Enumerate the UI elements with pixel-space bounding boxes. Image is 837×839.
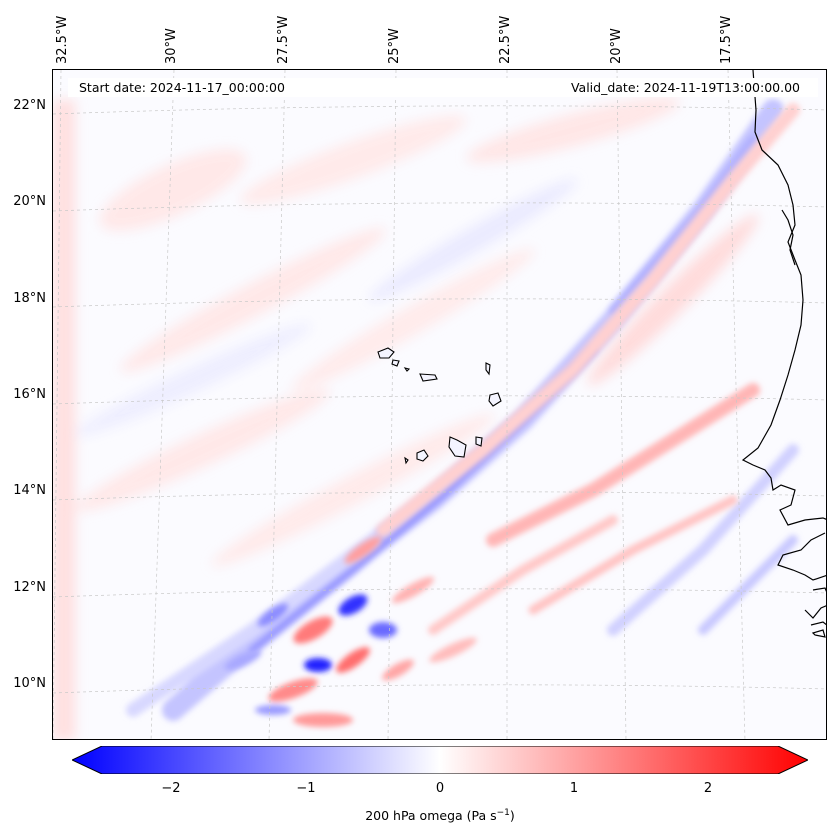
colorbar (72, 746, 808, 774)
date-header (68, 78, 818, 97)
lon-label-22-5w: 22.5°W (498, 15, 513, 64)
colorbar-label-close: ) (509, 808, 515, 824)
africa-coastline (741, 70, 826, 638)
map-panel[interactable]: Start date: 2024-11-17_00:00:00 Valid_da… (52, 69, 827, 740)
colorbar-label: 200 hPa omega (Pa s−1) (0, 808, 837, 823)
lon-label-32-5w: 32.5°W (55, 15, 70, 64)
lat-label-12n: 12°N (13, 580, 46, 595)
colorbar-label-text: 200 hPa omega (Pa s (365, 808, 497, 824)
lon-label-20w: 20°W (609, 28, 624, 64)
lat-label-18n: 18°N (13, 291, 46, 306)
lat-label-22n: 22°N (13, 98, 46, 113)
lat-label-16n: 16°N (13, 387, 46, 402)
lon-label-17-5w: 17.5°W (719, 15, 734, 64)
lon-label-27-5w: 27.5°W (276, 15, 291, 64)
lat-label-20n: 20°N (13, 194, 46, 209)
omega-field (53, 70, 826, 739)
convective-cells (224, 536, 477, 727)
start-date-label: Start date: 2024-11-17_00:00:00 (79, 80, 285, 95)
colorbar-tick-neg2: −2 (161, 781, 181, 796)
lon-label-30w: 30°W (164, 28, 179, 64)
valid-date-label: Valid_date: 2024-11-19T13:00:00.00 (570, 80, 800, 95)
colorbar-label-exponent: −1 (496, 808, 510, 818)
cape-verde-islands (377, 347, 502, 465)
colorbar-tick-1: 1 (569, 781, 579, 796)
colorbar-fill (72, 746, 808, 774)
lon-label-25w: 25°W (387, 28, 402, 64)
colorbar-tick-2: 2 (703, 781, 713, 796)
colorbar-tick-0: 0 (435, 781, 445, 796)
weak-anomalies (53, 97, 759, 739)
lat-label-10n: 10°N (13, 676, 46, 691)
lat-label-14n: 14°N (13, 483, 46, 498)
colorbar-tick-neg1: −1 (296, 781, 316, 796)
ascent-band (376, 103, 800, 635)
graticule (53, 70, 826, 739)
canary-coast-fragment (781, 209, 796, 266)
